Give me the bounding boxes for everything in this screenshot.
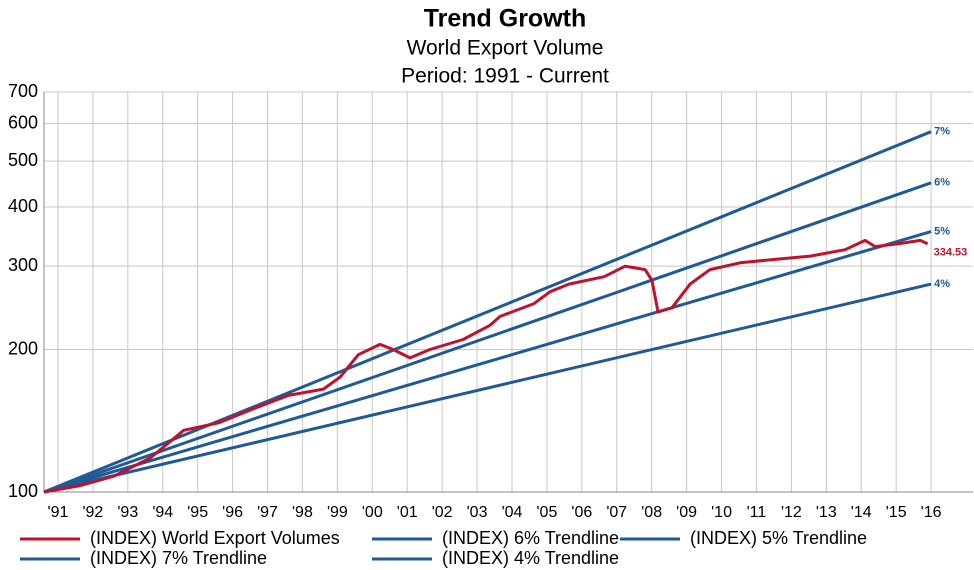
x-tick-label: '12	[781, 504, 802, 521]
y-tick-label: 200	[8, 338, 38, 358]
legend-label: (INDEX) 6% Trendline	[442, 528, 619, 548]
y-tick-label: 400	[8, 196, 38, 216]
series-line	[43, 282, 932, 494]
x-tick-label: '95	[187, 504, 208, 521]
x-tick-label: '09	[676, 504, 697, 521]
y-tick-label: 100	[8, 481, 38, 501]
x-tick-label: '01	[397, 504, 418, 521]
x-tick-label: '97	[257, 504, 278, 521]
series-line	[43, 181, 932, 494]
trendline-label: 7%	[934, 126, 950, 138]
x-tick-label: '99	[327, 504, 348, 521]
y-tick-label: 700	[8, 81, 38, 101]
x-tick-label: '02	[432, 504, 453, 521]
chart-title: Trend Growth	[424, 5, 587, 33]
x-tick-label: '92	[82, 504, 103, 521]
x-tick-label: '94	[152, 504, 173, 521]
x-tick-label: '14	[851, 504, 872, 521]
legend-label: (INDEX) 7% Trendline	[90, 548, 267, 568]
x-tick-label: '07	[606, 504, 627, 521]
series-line	[43, 230, 932, 494]
series-line	[43, 238, 929, 494]
legend-label: (INDEX) World Export Volumes	[90, 528, 340, 548]
x-tick-label: '15	[886, 504, 907, 521]
x-tick-label: '08	[641, 504, 662, 521]
x-tick-label: '10	[711, 504, 732, 521]
x-tick-label: '04	[502, 504, 523, 521]
trendline-label: 6%	[934, 177, 950, 189]
x-tick-label: '98	[292, 504, 313, 521]
x-tick-label: '05	[536, 504, 557, 521]
chart-subtitle: World Export Volume	[407, 37, 604, 60]
x-tick-label: '16	[921, 504, 942, 521]
x-tick-label: '93	[117, 504, 138, 521]
trendline-label: 5%	[934, 225, 950, 237]
legend-label: (INDEX) 5% Trendline	[690, 528, 867, 548]
trendline-label: 4%	[934, 278, 950, 290]
value-label: 334.53	[934, 247, 968, 259]
x-tick-label: '03	[467, 504, 488, 521]
x-tick-label: '00	[362, 504, 383, 521]
x-tick-label: '96	[222, 504, 243, 521]
y-tick-label: 600	[8, 112, 38, 132]
series-line	[43, 130, 932, 494]
y-tick-label: 300	[8, 255, 38, 275]
y-tick-label: 500	[8, 150, 38, 170]
x-tick-label: '06	[571, 504, 592, 521]
x-tick-label: '13	[816, 504, 837, 521]
x-tick-label: '91	[48, 504, 69, 521]
chart-subtitle: Period: 1991 - Current	[401, 65, 609, 88]
legend-label: (INDEX) 4% Trendline	[442, 548, 619, 568]
x-tick-label: '11	[747, 504, 767, 521]
